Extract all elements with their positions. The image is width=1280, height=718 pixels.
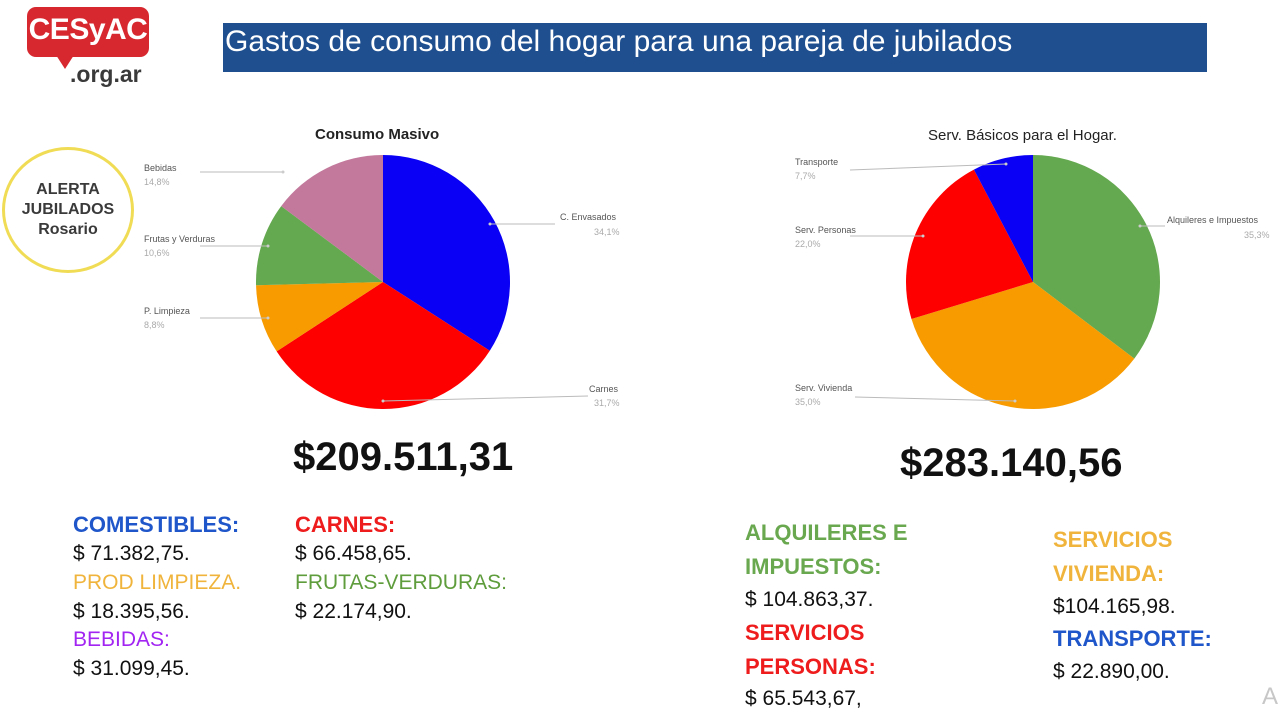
pie2-leader-dot <box>1013 399 1017 403</box>
badge-line-3: Rosario <box>38 221 98 238</box>
corner-glyph: A <box>1261 683 1278 710</box>
pie1-slice-p-limpieza <box>256 282 383 352</box>
pie1-label-bebidas: Bebidas <box>144 163 177 173</box>
amt-alquileres: $ 104.863,37. <box>745 588 874 611</box>
cat-vivienda-l1: SERVICIOS <box>1053 527 1173 552</box>
pie2-label-transporte: Transporte <box>795 157 839 167</box>
pie1-leader-dot <box>266 244 270 248</box>
logo-name: CESyAC <box>28 13 148 46</box>
pie2-leader-line <box>854 396 1016 402</box>
pie1-label-frutas: Frutas y Verduras <box>144 234 216 244</box>
pie2-leader-dot <box>921 234 925 238</box>
amt-personas: $ 65.543,67, <box>745 687 862 710</box>
pie2-pct-vivienda: 35,0% <box>795 397 821 407</box>
chart-title-consumo: Consumo Masivo <box>315 126 440 143</box>
pie1-leader-line <box>382 395 589 402</box>
cat-frutas: FRUTAS-VERDURAS: <box>295 571 507 594</box>
cat-personas-l2: PERSONAS: <box>745 654 876 679</box>
pie1-pct-limpieza: 8,8% <box>144 320 165 330</box>
pie2-label-personas: Serv. Personas <box>795 225 856 235</box>
title-bar <box>223 23 1207 72</box>
logo-domain: .org.ar <box>70 61 142 87</box>
pie1-slice-frutas-y-verduras <box>256 206 383 286</box>
pie2-pct-transporte: 7,7% <box>795 171 816 181</box>
alerta-badge-text: ALERTA JUBILADOS Rosario <box>5 180 131 240</box>
amt-limpieza: $ 18.395,56. <box>73 600 190 623</box>
amt-comestibles: $ 71.382,75. <box>73 542 190 565</box>
badge-line-2: JUBILADOS <box>21 201 115 218</box>
amt-bebidas: $ 31.099,45. <box>73 657 190 680</box>
pie1-label-envasados: C. Envasados <box>560 212 617 222</box>
total-servicios-basicos: $283.140,56 <box>900 441 1123 485</box>
pie2-label-vivienda: Serv. Vivienda <box>795 383 853 393</box>
pie1-leader-dot <box>266 316 270 320</box>
pie1-pct-envasados: 34,1% <box>594 227 620 237</box>
pie2-pct-alquileres: 35,3% <box>1244 230 1270 240</box>
amt-frutas: $ 22.174,90. <box>295 600 412 623</box>
cat-comestibles: COMESTIBLES: <box>73 512 239 538</box>
logo-speech-tail <box>56 55 74 69</box>
pie1-slice-bebidas <box>281 155 383 282</box>
pie2-label-alquileres: Alquileres e Impuestos <box>1167 215 1259 225</box>
cat-alquileres-l1: ALQUILERES E <box>745 520 908 545</box>
pie1-leader-dot <box>281 170 285 174</box>
pie1-leader-dot <box>488 222 492 226</box>
pie2-leader-line <box>849 163 1007 171</box>
page-title: Gastos de consumo del hogar para una par… <box>225 25 1013 58</box>
pie2-slice-alquileres-e-impuestos <box>1033 155 1160 359</box>
amt-vivienda: $104.165,98. <box>1053 595 1176 618</box>
cat-vivienda-l2: VIVIENDA: <box>1053 561 1165 586</box>
cat-comestibles-label: COMESTIBLES: <box>73 512 240 537</box>
chart-title-servicios: Serv. Básicos para el Hogar. <box>928 127 1117 144</box>
pie2-leader-dot <box>1004 162 1008 166</box>
pie1-pct-frutas: 10,6% <box>144 248 170 258</box>
pie2-pct-personas: 22,0% <box>795 239 821 249</box>
pie1-leader-dot <box>381 399 385 403</box>
cat-personas-l1: SERVICIOS <box>745 620 865 645</box>
pie1-pct-carnes: 31,7% <box>594 398 620 408</box>
pie2-slice-serv-vivienda <box>911 282 1135 410</box>
pie2-slice-transporte <box>973 155 1033 282</box>
cat-limpieza: PROD LIMPIEZA. <box>73 571 242 594</box>
cat-carnes: CARNES: <box>295 512 396 537</box>
amt-transporte: $ 22.890,00. <box>1053 660 1170 683</box>
pie1-slice-carnes <box>276 282 490 409</box>
pie1-label-carnes: Carnes <box>589 384 619 394</box>
amt-carnes: $ 66.458,65. <box>295 542 412 565</box>
total-consumo-masivo: $209.511,31 <box>293 435 514 479</box>
alerta-badge-circle <box>2 147 134 273</box>
logo-badge <box>27 7 149 57</box>
pie2-slice-serv-personas <box>906 169 1033 319</box>
pie1-label-limpieza: P. Limpieza <box>144 306 190 316</box>
pie1-slice-c-envasados <box>383 155 510 351</box>
pie2-leader-dot <box>1138 224 1142 228</box>
pie1-pct-bebidas: 14,8% <box>144 177 170 187</box>
cat-bebidas: BEBIDAS: <box>73 628 170 651</box>
badge-line-1: ALERTA <box>36 181 100 198</box>
cat-alquileres-l2: IMPUESTOS: <box>745 554 882 579</box>
cat-transporte: TRANSPORTE: <box>1053 626 1212 651</box>
